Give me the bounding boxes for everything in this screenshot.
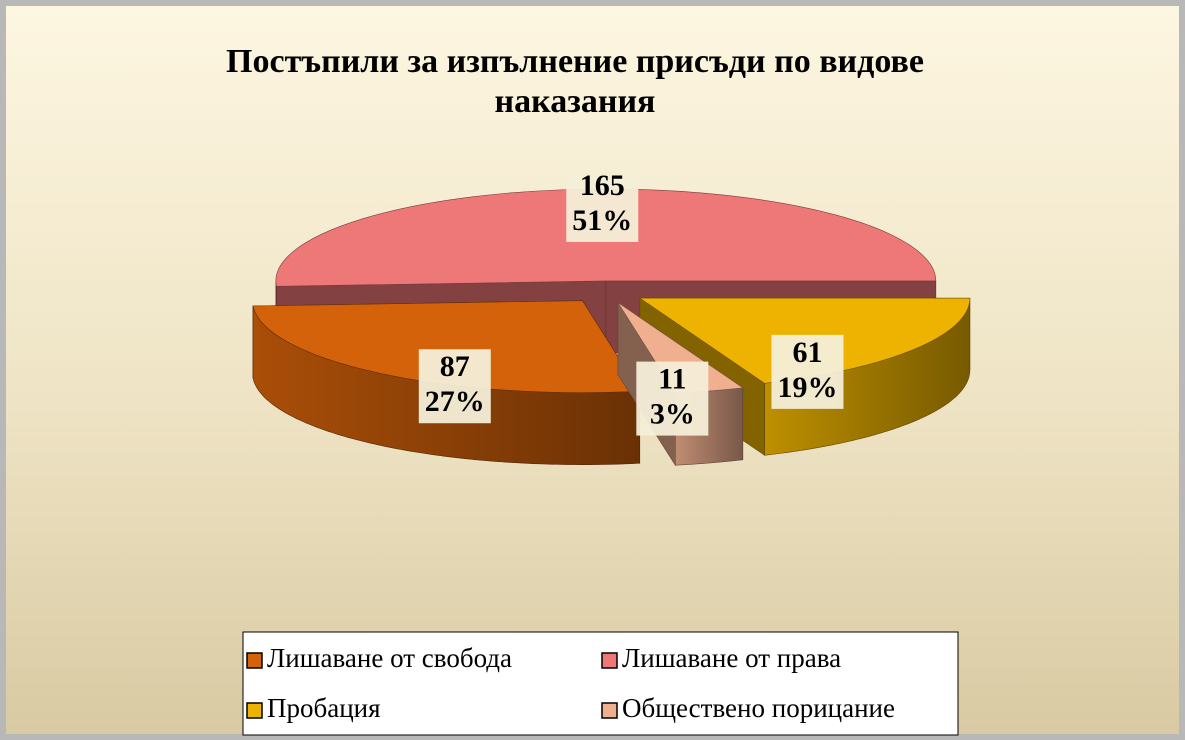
- data-label-percent: 19%: [777, 371, 837, 404]
- data-label-percent: 27%: [425, 385, 485, 418]
- data-label-box: [771, 334, 844, 409]
- data-label-box: [566, 167, 639, 242]
- legend-swatch: [601, 652, 618, 669]
- legend-box: [242, 631, 959, 736]
- data-label-value: 61: [792, 336, 822, 369]
- data-label-percent: 3%: [650, 397, 695, 430]
- legend-swatch: [246, 702, 263, 719]
- legend-label: Лишаване от свобода: [267, 643, 512, 673]
- legend-swatch: [246, 652, 263, 669]
- legend-label: Пробация: [267, 693, 381, 723]
- data-label-box: [418, 349, 491, 424]
- data-label-value: 87: [440, 350, 470, 383]
- legend-label: Лишаване от права: [622, 643, 841, 673]
- data-label-box: [636, 361, 709, 436]
- slice-top: [252, 300, 641, 393]
- legend-label: Обществено порицание: [622, 693, 895, 723]
- data-label-value: 11: [658, 362, 686, 395]
- legend-swatch: [601, 702, 618, 719]
- data-label-percent: 51%: [572, 204, 632, 237]
- chart-title: Постъпили за изпълнение присъди по видов…: [226, 43, 924, 120]
- data-label-value: 165: [580, 169, 625, 202]
